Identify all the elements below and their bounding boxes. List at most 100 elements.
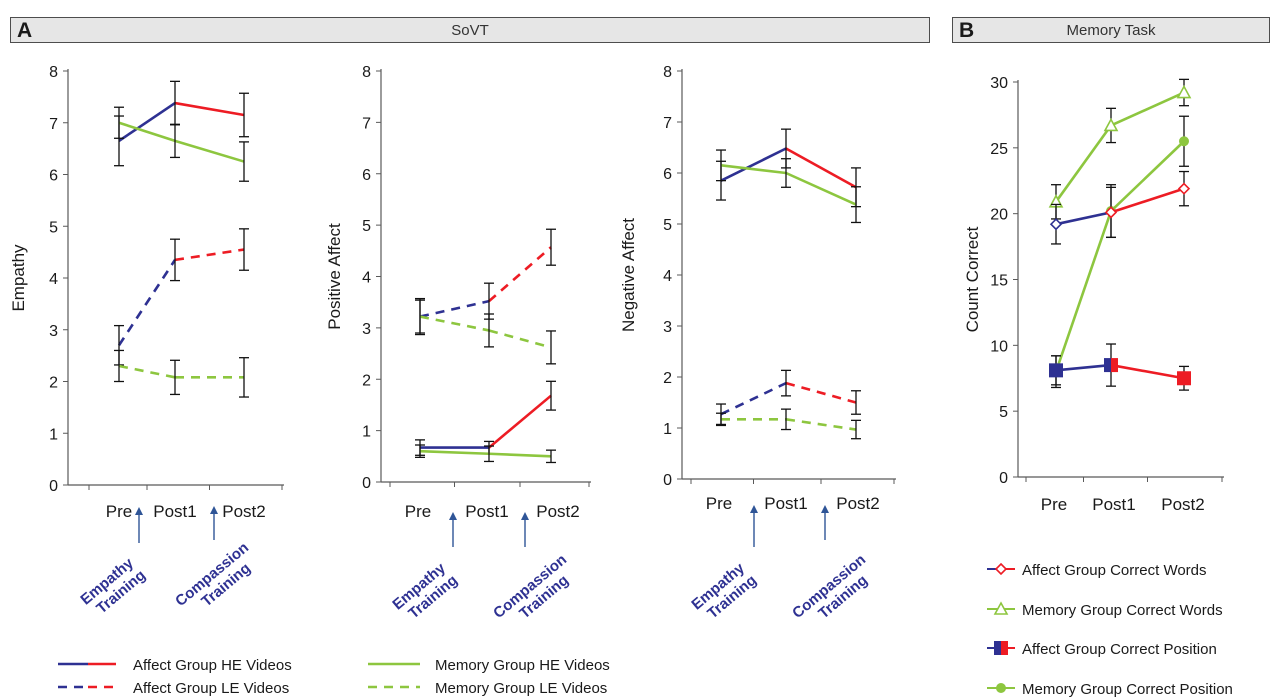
series-segment [117, 259, 177, 346]
x-tick-label: Post2 [222, 502, 265, 521]
y-axis-label: Positive Affect [325, 223, 344, 330]
series-memory-group-correct-position [1051, 115, 1189, 389]
y-tick-label: 3 [49, 323, 58, 340]
x-tick-label: Pre [706, 494, 732, 513]
y-tick-label: 0 [663, 472, 672, 489]
y-tick-label: 5 [663, 217, 672, 234]
panel-a-header: A SoVT [10, 17, 930, 43]
triangle-marker [1176, 84, 1192, 99]
legend-square-left [994, 641, 1001, 655]
series-segment [720, 147, 787, 182]
y-tick-label: 1 [663, 421, 672, 438]
y-tick-label: 3 [362, 321, 371, 338]
series-segment [785, 418, 857, 431]
series-affect-group-le-videos [114, 228, 249, 366]
series-segment [118, 102, 176, 142]
x-tick-label: Post1 [1092, 495, 1135, 514]
series-segment [174, 139, 245, 163]
legend-label: Affect Group LE Videos [133, 680, 289, 697]
series-segment [488, 246, 552, 303]
series-segment [720, 164, 787, 175]
square-marker-left [1104, 358, 1111, 373]
y-tick-label: 4 [362, 270, 371, 287]
series-segment [1110, 140, 1185, 212]
legend-label: Affect Group HE Videos [133, 657, 292, 674]
circle-marker [1179, 136, 1189, 147]
series-segment [720, 381, 787, 416]
series-segment [1055, 211, 1112, 226]
series-segment [118, 364, 176, 379]
y-tick-label: 25 [990, 141, 1008, 158]
x-tick-label: Post2 [536, 502, 579, 521]
series-segment [1054, 210, 1113, 373]
series-segment [488, 329, 552, 349]
chart-empathy: 0 1 2 3 4 5 6 7 8 Empathy Pre Post1 Post2 EmpathyTrai… [9, 64, 284, 617]
series-memory-group-he-videos [114, 106, 249, 182]
panel-b-title: Memory Task [1066, 22, 1156, 39]
series-segment [419, 315, 490, 332]
legend-label: Affect Group Correct Words [1022, 562, 1207, 579]
chart-negative: 0 1 2 3 4 5 6 7 8 Negative Affect Pre Post1 Post2 Emp… [619, 64, 896, 622]
legend-label: Memory Group LE Videos [435, 680, 607, 697]
panel-a-title: SoVT [451, 22, 489, 39]
series-segment [1055, 363, 1112, 372]
training-arrow-head [210, 506, 218, 514]
x-tick-label: Post1 [764, 494, 807, 513]
series-segment [174, 248, 245, 262]
x-tick-label: Post2 [1161, 495, 1204, 514]
y-tick-label: 3 [663, 319, 672, 336]
x-tick-label: Pre [106, 502, 132, 521]
y-tick-label: 5 [49, 219, 58, 236]
y-tick-label: 5 [362, 218, 371, 235]
y-tick-label: 2 [663, 370, 672, 387]
y-tick-label: 7 [362, 115, 371, 132]
series-segment [1054, 124, 1113, 203]
series-segment [488, 394, 552, 449]
y-tick-label: 8 [49, 64, 58, 81]
chart-positive: 0 1 2 3 4 5 6 7 8 Positive Affect Pre Post1 Post2 Emp… [325, 64, 591, 622]
panel-a-letter: A [17, 19, 33, 42]
series-segment [1110, 363, 1185, 380]
series-segment [785, 147, 857, 189]
x-tick-label: Pre [405, 502, 431, 521]
series-memory-group-le-videos [716, 408, 861, 440]
y-tick-label: 6 [49, 168, 58, 185]
legend-diamond [994, 562, 1008, 576]
training-arrow-head [821, 505, 829, 513]
legend-b-item: Memory Group Correct Words [987, 601, 1223, 619]
y-tick-label: 0 [49, 478, 58, 495]
panel-b-letter: B [959, 19, 975, 42]
legend-label: Memory Group Correct Words [1022, 602, 1223, 619]
series-affect-group-he-videos [114, 80, 249, 167]
y-tick-label: 15 [990, 273, 1008, 290]
legend-b-item: Affect Group Correct Position [987, 641, 1217, 658]
legend-square-right [1001, 641, 1008, 655]
x-tick-label: Post2 [836, 494, 879, 513]
y-tick-label: 7 [49, 116, 58, 133]
training-arrow-head [135, 507, 143, 515]
y-tick-label: 4 [663, 268, 672, 285]
y-tick-label: 5 [999, 404, 1008, 421]
legend-a-item: Memory Group LE Videos [368, 680, 607, 697]
series-memory-group-correct-words [1048, 78, 1192, 220]
series-segment [488, 452, 552, 458]
y-tick-label: 1 [362, 424, 371, 441]
legend-label: Memory Group Correct Position [1022, 681, 1233, 697]
legend-circle [996, 683, 1006, 693]
y-axis-label: Count Correct [963, 226, 982, 332]
panel-b-header: B Memory Task [952, 17, 1270, 43]
legend-triangle [993, 601, 1009, 615]
y-tick-label: 20 [990, 207, 1008, 224]
series-segment [785, 381, 857, 404]
square-marker [1177, 371, 1191, 386]
legend-b: Affect Group Correct Words Memory Group C… [987, 562, 1233, 697]
square-marker-right [1111, 358, 1118, 373]
legend-b-item: Affect Group Correct Words [987, 562, 1207, 579]
legend-label: Memory Group HE Videos [435, 657, 610, 674]
x-tick-label: Post1 [465, 502, 508, 521]
y-tick-label: 6 [663, 166, 672, 183]
